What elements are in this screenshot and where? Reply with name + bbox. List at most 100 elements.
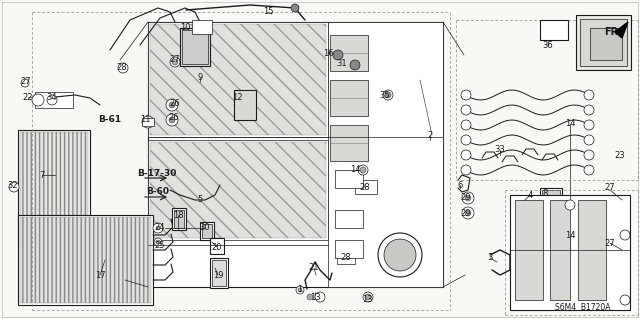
Text: 34: 34: [47, 93, 58, 101]
Text: B-60: B-60: [147, 188, 170, 197]
Text: 5: 5: [197, 196, 203, 204]
Circle shape: [298, 288, 302, 292]
Bar: [148, 140, 328, 240]
Circle shape: [307, 294, 313, 300]
Circle shape: [461, 120, 471, 130]
Text: 26: 26: [170, 100, 180, 108]
Text: 28: 28: [116, 63, 127, 72]
Text: 10: 10: [180, 24, 190, 33]
Text: 28: 28: [360, 182, 371, 191]
Bar: [355, 180, 377, 194]
Text: 3: 3: [487, 254, 493, 263]
Circle shape: [154, 238, 162, 246]
Circle shape: [21, 79, 29, 87]
Circle shape: [169, 117, 175, 123]
Text: 6: 6: [458, 181, 463, 189]
Bar: [174, 210, 184, 228]
Circle shape: [315, 292, 325, 302]
Circle shape: [461, 90, 471, 100]
Text: 11: 11: [140, 115, 150, 124]
Text: 21: 21: [308, 263, 319, 272]
Text: S6M4  B1720A: S6M4 B1720A: [556, 302, 611, 311]
Text: B-61: B-61: [99, 115, 122, 124]
Bar: [540, 188, 562, 210]
Text: 13: 13: [362, 294, 372, 303]
Bar: [510, 195, 630, 310]
Text: 7: 7: [39, 170, 45, 180]
Text: 28: 28: [340, 254, 351, 263]
Circle shape: [358, 165, 368, 175]
Bar: [580, 19, 627, 66]
Bar: [18, 215, 153, 305]
Bar: [20, 217, 151, 303]
Circle shape: [584, 105, 594, 115]
Circle shape: [291, 4, 299, 12]
Circle shape: [584, 165, 594, 175]
Text: 26: 26: [169, 114, 179, 122]
Text: 30: 30: [200, 224, 211, 233]
Text: 20: 20: [212, 242, 222, 251]
Circle shape: [620, 230, 630, 240]
Text: 29: 29: [461, 209, 471, 218]
Text: 16: 16: [323, 48, 333, 57]
Bar: [330, 35, 368, 71]
Circle shape: [166, 99, 178, 111]
Bar: [335, 170, 363, 188]
Bar: [35, 92, 73, 108]
Circle shape: [584, 135, 594, 145]
Text: 8: 8: [542, 189, 548, 197]
Circle shape: [47, 95, 57, 105]
Circle shape: [360, 167, 366, 173]
Bar: [540, 20, 568, 40]
Bar: [234, 90, 256, 120]
Bar: [210, 258, 228, 288]
Bar: [330, 125, 368, 161]
Bar: [210, 238, 224, 254]
Circle shape: [378, 233, 422, 277]
Bar: [148, 22, 443, 287]
Bar: [202, 224, 212, 238]
Text: 19: 19: [212, 271, 223, 279]
Bar: [515, 200, 543, 300]
Circle shape: [465, 195, 471, 201]
Text: 36: 36: [543, 41, 554, 49]
Circle shape: [584, 120, 594, 130]
Bar: [542, 190, 560, 208]
Circle shape: [461, 135, 471, 145]
Bar: [192, 20, 212, 34]
Polygon shape: [615, 22, 628, 38]
Circle shape: [384, 239, 416, 271]
Text: 35: 35: [380, 91, 390, 100]
Circle shape: [620, 295, 630, 305]
Text: 32: 32: [8, 181, 19, 189]
Circle shape: [383, 90, 393, 100]
Text: 27: 27: [20, 78, 31, 86]
Text: 15: 15: [263, 8, 273, 17]
Text: 24: 24: [155, 224, 165, 233]
Circle shape: [32, 94, 44, 106]
Text: 22: 22: [23, 93, 33, 101]
Circle shape: [462, 192, 474, 204]
Bar: [172, 208, 186, 230]
Text: 12: 12: [232, 93, 243, 102]
Bar: [550, 200, 570, 300]
Circle shape: [166, 114, 178, 126]
Circle shape: [461, 165, 471, 175]
Text: 33: 33: [495, 145, 506, 154]
Bar: [20, 132, 88, 238]
Circle shape: [584, 90, 594, 100]
Text: 1: 1: [298, 286, 303, 294]
Bar: [212, 260, 226, 286]
Circle shape: [156, 240, 160, 244]
Circle shape: [565, 200, 575, 210]
Bar: [150, 24, 326, 135]
Circle shape: [461, 105, 471, 115]
Bar: [180, 28, 210, 66]
Bar: [576, 15, 631, 70]
Circle shape: [153, 223, 163, 233]
Circle shape: [118, 63, 128, 73]
Circle shape: [333, 50, 343, 60]
Circle shape: [584, 150, 594, 160]
Text: 18: 18: [173, 211, 183, 219]
Circle shape: [462, 207, 474, 219]
